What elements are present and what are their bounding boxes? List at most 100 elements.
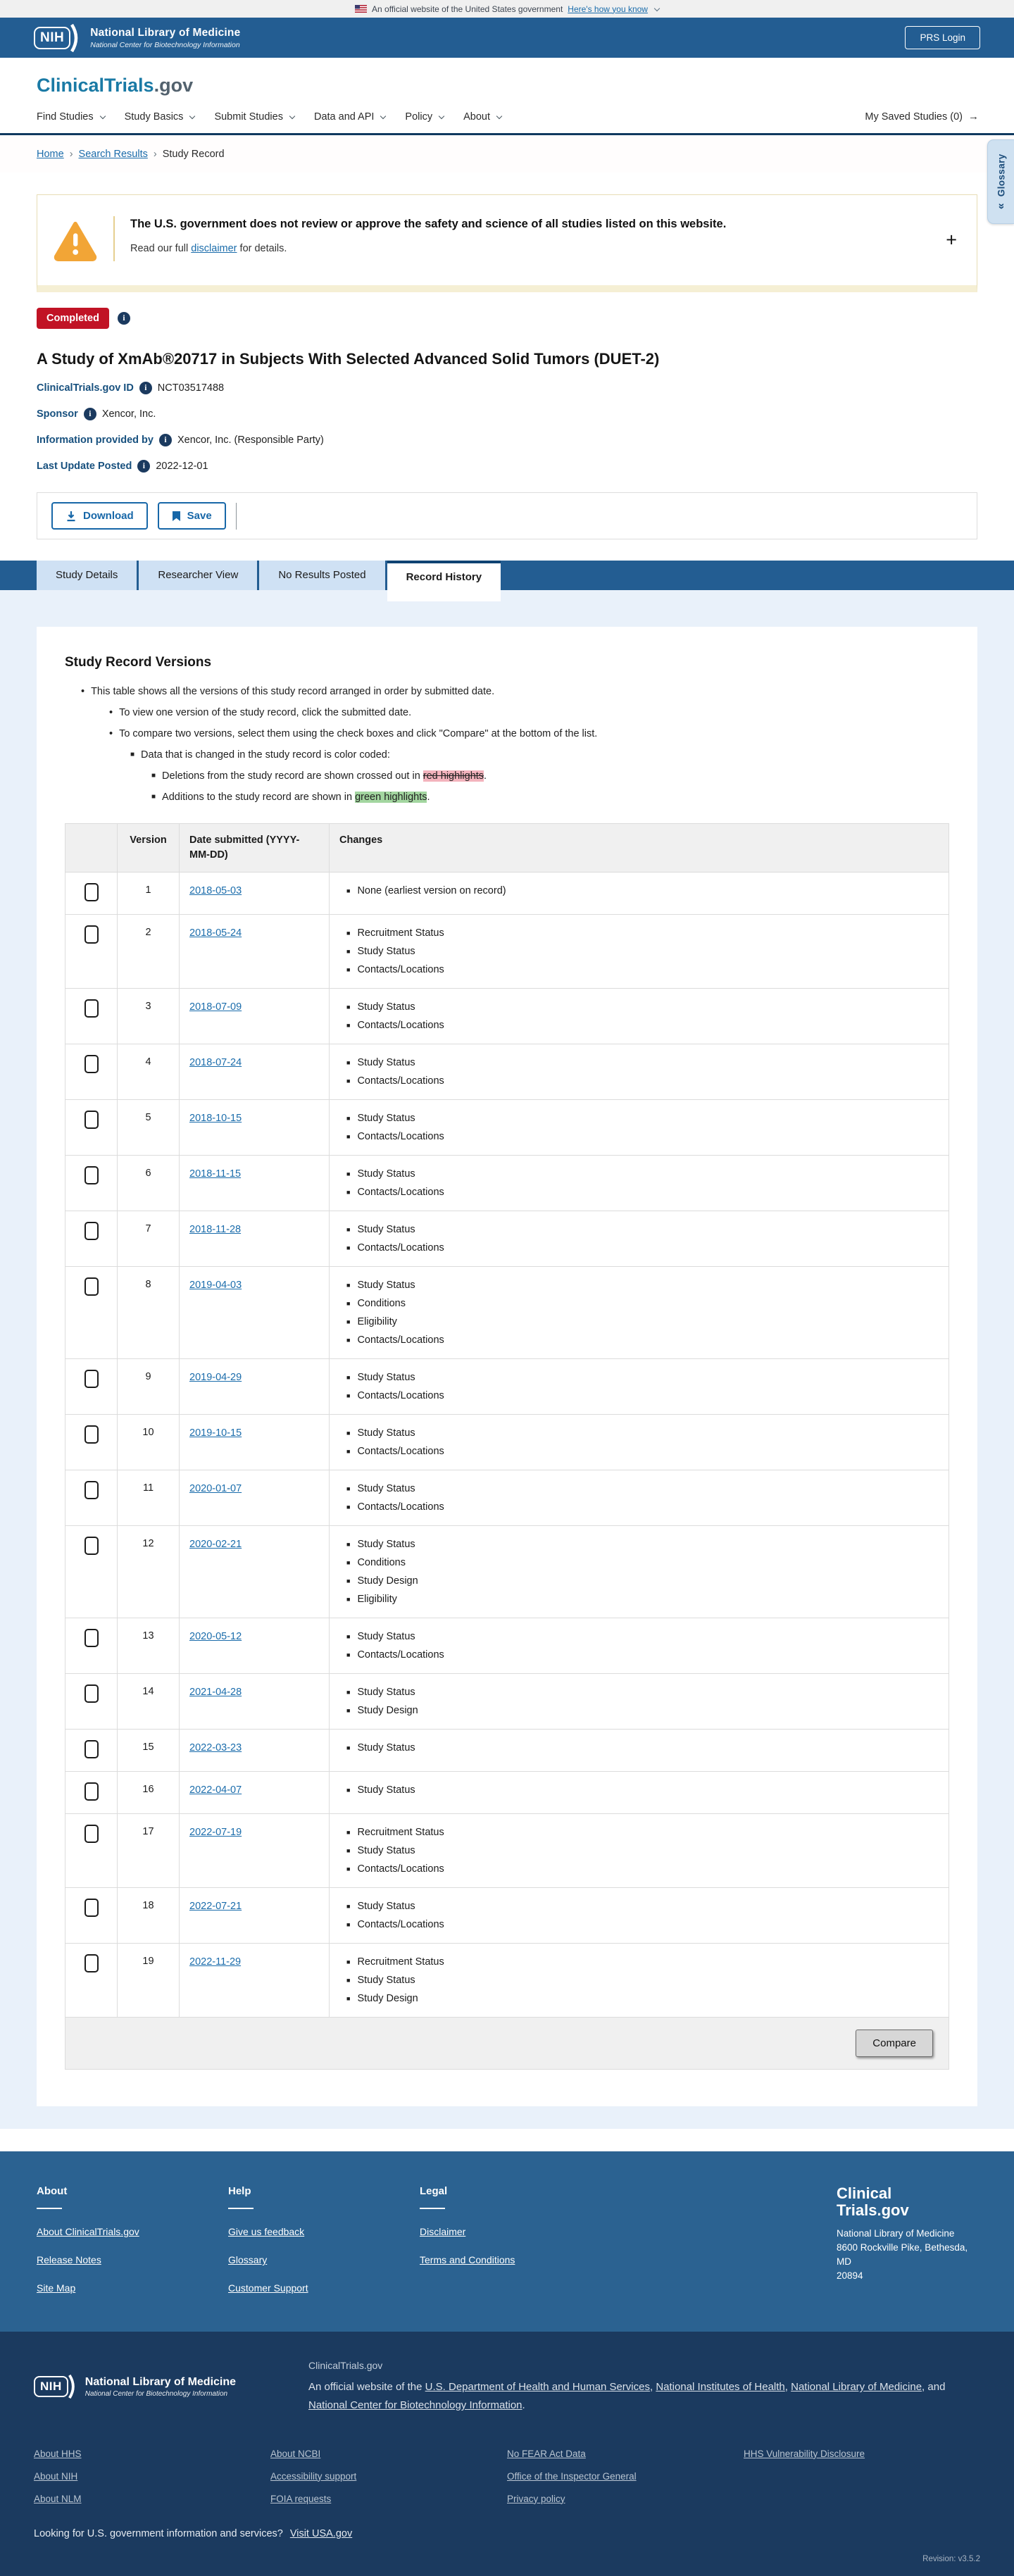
change-item: ■ Contacts/Locations [346, 1331, 939, 1349]
version-checkbox[interactable] [84, 1684, 99, 1703]
date-link[interactable]: 2018-11-28 [189, 1224, 242, 1236]
nlm-footer-logo[interactable]: NIH National Library of Medicine Nationa… [34, 2358, 308, 2415]
date-link[interactable]: 2021-04-28 [189, 1687, 242, 1699]
date-link[interactable]: 2020-02-21 [189, 1539, 242, 1551]
version-checkbox[interactable] [84, 1481, 99, 1500]
nav-item-find-studies[interactable]: Find Studies [37, 111, 106, 123]
version-checkbox[interactable] [84, 1111, 99, 1130]
info-icon[interactable]: i [117, 312, 130, 325]
how-you-know-link[interactable]: Here's how you know [568, 4, 648, 14]
footer-link-site-map[interactable]: Site Map [37, 2282, 76, 2294]
official-link-national-institutes-of-health[interactable]: National Institutes of Health [656, 2381, 785, 2394]
date-link[interactable]: 2022-03-23 [189, 1742, 242, 1754]
tab-study-details[interactable]: Study Details [37, 561, 137, 590]
download-button[interactable]: Download [51, 502, 148, 530]
nav-item-study-basics[interactable]: Study Basics [125, 111, 196, 123]
version-checkbox[interactable] [84, 1825, 99, 1844]
footer-link-terms-and-conditions[interactable]: Terms and Conditions [420, 2254, 515, 2266]
version-checkbox[interactable] [84, 1537, 99, 1556]
nav-item-data-and-api[interactable]: Data and API [314, 111, 387, 123]
gov-link-hhs-vulnerability-disclosure[interactable]: HHS Vulnerability Disclosure [744, 2448, 865, 2459]
date-link[interactable]: 2018-05-24 [189, 927, 242, 939]
date-link[interactable]: 2020-01-07 [189, 1483, 242, 1495]
prs-login-button[interactable]: PRS Login [905, 26, 980, 49]
tab-no-results-posted[interactable]: No Results Posted [259, 561, 385, 590]
version-checkbox[interactable] [84, 999, 99, 1018]
expand-plus-icon[interactable]: + [946, 229, 957, 251]
date-link[interactable]: 2019-04-29 [189, 1372, 242, 1384]
date-link[interactable]: 2022-04-07 [189, 1784, 242, 1796]
breadcrumb-link-search-results[interactable]: Search Results [78, 149, 148, 160]
date-link[interactable]: 2022-07-19 [189, 1827, 242, 1839]
gov-link-privacy-policy[interactable]: Privacy policy [507, 2493, 565, 2504]
breadcrumb-link-home[interactable]: Home [37, 149, 64, 160]
tab-researcher-view[interactable]: Researcher View [139, 561, 258, 590]
change-label: Contacts/Locations [357, 1334, 444, 1346]
checkbox-cell [65, 1618, 118, 1675]
change-label: Contacts/Locations [357, 1187, 444, 1199]
version-checkbox[interactable] [84, 1954, 99, 1973]
date-cell: 2018-07-24 [179, 1044, 330, 1101]
site-logo[interactable]: ClinicalTrials.gov [37, 75, 193, 96]
gov-link-about-nih[interactable]: About NIH [34, 2470, 78, 2482]
info-icon[interactable]: i [137, 460, 151, 473]
version-checkbox[interactable] [84, 925, 99, 944]
my-saved-studies-link[interactable]: My Saved Studies (0) → [865, 111, 979, 123]
disclaimer-link[interactable]: disclaimer [191, 243, 237, 254]
nav-item-policy[interactable]: Policy [405, 111, 445, 123]
version-checkbox[interactable] [84, 1222, 99, 1241]
footer-link-about-clinicaltrials-gov[interactable]: About ClinicalTrials.gov [37, 2226, 139, 2238]
version-checkbox[interactable] [84, 1899, 99, 1918]
gov-link-accessibility-support[interactable]: Accessibility support [270, 2470, 357, 2482]
arrow-right-icon: → [968, 111, 979, 123]
nav-item-about[interactable]: About [463, 111, 503, 123]
date-link[interactable]: 2020-05-12 [189, 1631, 242, 1643]
footer-link-release-notes[interactable]: Release Notes [37, 2254, 101, 2266]
version-checkbox[interactable] [84, 1277, 99, 1296]
gov-link-about-nlm[interactable]: About NLM [34, 2493, 82, 2504]
version-checkbox[interactable] [84, 1166, 99, 1185]
version-checkbox[interactable] [84, 1782, 99, 1801]
official-link-national-library-of-medicine[interactable]: National Library of Medicine [791, 2381, 922, 2394]
bullet-icon: ■ [346, 1392, 351, 1400]
date-link[interactable]: 2018-07-09 [189, 1001, 242, 1013]
info-icon[interactable]: i [83, 408, 96, 420]
footer-link-disclaimer[interactable]: Disclaimer [420, 2226, 466, 2238]
change-item: ■ Study Design [346, 1701, 939, 1720]
footer-link-customer-support[interactable]: Customer Support [228, 2282, 308, 2294]
table-row: 1 2018-05-03 ■ None (earliest version on re… [65, 872, 949, 915]
version-checkbox[interactable] [84, 1370, 99, 1389]
visit-usa-gov-link[interactable]: Visit USA.gov [289, 2527, 353, 2539]
version-checkbox[interactable] [84, 1055, 99, 1074]
info-icon[interactable]: i [158, 434, 172, 446]
gov-link-about-hhs[interactable]: About HHS [34, 2448, 82, 2459]
save-button[interactable]: Save [157, 502, 226, 530]
date-link[interactable]: 2018-11-15 [189, 1168, 242, 1180]
version-checkbox[interactable] [84, 883, 99, 902]
version-checkbox[interactable] [84, 1629, 99, 1648]
gov-link-office-of-the-inspector-general[interactable]: Office of the Inspector General [507, 2470, 637, 2482]
version-checkbox[interactable] [84, 1740, 99, 1759]
official-link-national-center-for-biotechnology-information[interactable]: National Center for Biotechnology Inform… [308, 2399, 522, 2412]
date-link[interactable]: 2019-10-15 [189, 1427, 242, 1439]
gov-link-foia-requests[interactable]: FOIA requests [270, 2493, 332, 2504]
info-icon[interactable]: i [139, 382, 152, 394]
date-link[interactable]: 2019-04-03 [189, 1280, 242, 1292]
tab-record-history[interactable]: Record History [387, 561, 501, 601]
version-checkbox[interactable] [84, 1425, 99, 1444]
glossary-side-tab[interactable]: « Glossary [987, 139, 1014, 224]
date-link[interactable]: 2022-11-29 [189, 1956, 242, 1968]
footer-link-glossary[interactable]: Glossary [228, 2254, 268, 2266]
change-label: Recruitment Status [357, 1956, 444, 1968]
date-link[interactable]: 2018-10-15 [189, 1113, 242, 1125]
footer-link-give-us-feedback[interactable]: Give us feedback [228, 2226, 305, 2238]
date-link[interactable]: 2018-07-24 [189, 1057, 242, 1069]
nav-item-submit-studies[interactable]: Submit Studies [214, 111, 296, 123]
date-link[interactable]: 2018-05-03 [189, 885, 242, 897]
official-link-u-s-department-of-health-and-human-services[interactable]: U.S. Department of Health and Human Serv… [425, 2381, 650, 2394]
compare-button[interactable]: Compare [856, 2030, 933, 2058]
gov-link-no-fear-act-data[interactable]: No FEAR Act Data [507, 2448, 586, 2459]
nih-logo[interactable]: NIH National Library of Medicine Nationa… [34, 23, 240, 52]
gov-link-about-ncbi[interactable]: About NCBI [270, 2448, 321, 2459]
date-link[interactable]: 2022-07-21 [189, 1901, 242, 1913]
